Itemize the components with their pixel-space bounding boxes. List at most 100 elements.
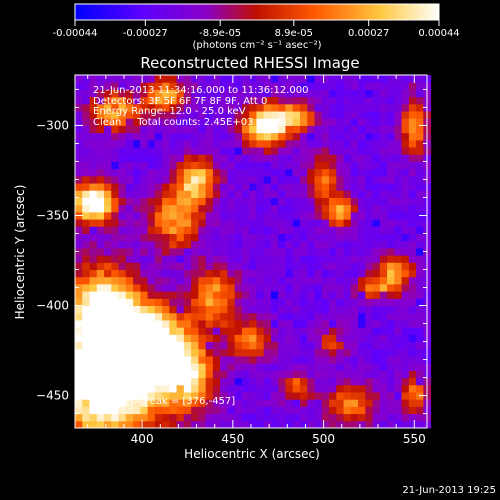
heatmap-cell <box>372 319 381 328</box>
heatmap-cell <box>299 291 308 299</box>
heatmap-cell <box>387 175 395 184</box>
heatmap-cell <box>401 168 410 177</box>
heatmap-cell <box>75 168 83 177</box>
heatmap-cell <box>220 89 228 98</box>
heatmap-cell <box>416 319 424 328</box>
heatmap-cell <box>365 139 374 148</box>
heatmap-cell <box>133 240 141 249</box>
heatmap-cell <box>227 82 236 90</box>
heatmap-cell <box>241 204 250 213</box>
heatmap-cell <box>292 348 301 357</box>
heatmap-cell <box>96 341 105 350</box>
heatmap-cell <box>358 111 366 119</box>
heatmap-cell <box>387 168 395 177</box>
heatmap-cell <box>401 89 410 98</box>
heatmap-cell <box>111 355 120 364</box>
heatmap-cell <box>133 377 141 386</box>
heatmap-cell <box>191 82 199 90</box>
heatmap-cell <box>387 183 395 191</box>
heatmap-cell <box>278 276 286 285</box>
heatmap-cell <box>176 262 185 271</box>
heatmap-cell <box>205 168 214 177</box>
heatmap-cell <box>220 226 228 234</box>
heatmap-cell <box>154 291 163 299</box>
heatmap-cell <box>285 175 294 184</box>
heatmap-cell <box>227 96 236 105</box>
heatmap-cell <box>154 276 163 285</box>
heatmap-cell <box>299 348 308 357</box>
heatmap-cell <box>140 269 149 278</box>
heatmap-cell <box>111 89 120 98</box>
heatmap-cell <box>292 183 301 191</box>
heatmap-cell <box>408 276 417 285</box>
heatmap-cell <box>336 168 345 177</box>
heatmap-cell <box>133 355 141 364</box>
heatmap-cell <box>416 399 424 407</box>
heatmap-cell <box>125 190 134 198</box>
heatmap-cell <box>299 240 308 249</box>
heatmap-cell <box>96 132 105 141</box>
heatmap-cell <box>270 82 279 90</box>
heatmap-cell <box>234 168 243 177</box>
heatmap-cell <box>321 283 330 292</box>
heatmap-cell <box>169 355 178 364</box>
heatmap-cell <box>365 132 374 141</box>
heatmap-cell <box>278 118 286 126</box>
heatmap-cell <box>162 413 170 422</box>
heatmap-cell <box>220 197 228 206</box>
heatmap-cell <box>394 240 403 249</box>
heatmap-cell <box>358 334 366 343</box>
heatmap-cell <box>263 298 272 307</box>
heatmap-cell <box>292 75 301 83</box>
heatmap-cell <box>358 384 366 393</box>
heatmap-cell <box>89 341 98 350</box>
heatmap-cell <box>176 406 185 415</box>
heatmap-cell <box>82 276 91 285</box>
heatmap-cell <box>147 247 156 256</box>
heatmap-cell <box>234 96 243 105</box>
heatmap-cell <box>111 168 120 177</box>
heatmap-cell <box>358 319 366 328</box>
heatmap-cell <box>350 183 359 191</box>
heatmap-cell <box>387 370 395 379</box>
heatmap-cell <box>285 161 294 170</box>
heatmap-cell <box>191 370 199 379</box>
heatmap-cell <box>408 399 417 407</box>
heatmap-cell <box>372 406 381 415</box>
heatmap-cell <box>387 319 395 328</box>
heatmap-cell <box>408 197 417 206</box>
heatmap-cell <box>227 175 236 184</box>
heatmap-cell <box>285 283 294 292</box>
heatmap-cell <box>336 341 345 350</box>
heatmap-cell <box>270 226 279 234</box>
heatmap-cell <box>125 262 134 271</box>
heatmap-cell <box>408 255 417 263</box>
heatmap-cell <box>96 255 105 263</box>
heatmap-cell <box>147 125 156 134</box>
heatmap-cell <box>387 125 395 134</box>
heatmap-cell <box>183 247 192 256</box>
heatmap-cell <box>401 363 410 371</box>
heatmap-cell <box>249 341 257 350</box>
heatmap-cell <box>365 399 374 407</box>
heatmap-cell <box>212 125 221 134</box>
heatmap-cell <box>154 262 163 271</box>
heatmap-cell <box>416 312 424 321</box>
heatmap-cell <box>401 161 410 170</box>
heatmap-cell <box>104 283 112 292</box>
heatmap-cell <box>401 103 410 112</box>
heatmap-cell <box>111 197 120 206</box>
heatmap-cell <box>350 312 359 321</box>
heatmap-cell <box>133 391 141 400</box>
heatmap-cell <box>307 111 316 119</box>
heatmap-cell <box>82 348 91 357</box>
heatmap-cell <box>329 334 337 343</box>
heatmap-cell <box>314 399 323 407</box>
heatmap-cell <box>285 355 294 364</box>
heatmap-cell <box>140 348 149 357</box>
heatmap-cell <box>408 247 417 256</box>
heatmap-cell <box>82 269 91 278</box>
heatmap-cell <box>169 89 178 98</box>
heatmap-cell <box>394 219 403 227</box>
heatmap-cell <box>176 399 185 407</box>
